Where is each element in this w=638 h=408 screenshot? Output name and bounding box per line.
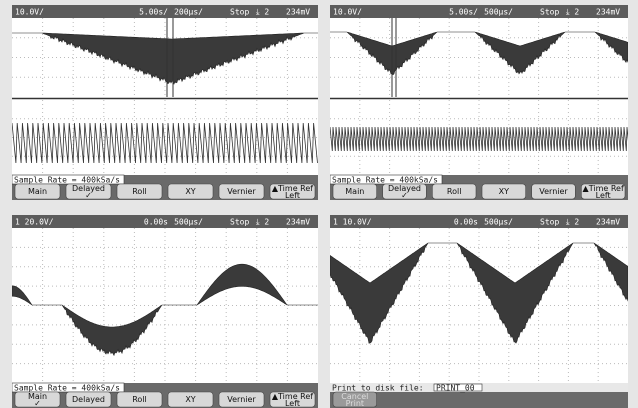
delayed-timebase: 500µs/ (484, 218, 513, 227)
softkey[interactable] (432, 183, 477, 200)
softkey-label: Cancel (341, 392, 368, 401)
softkey-sublabel: Left (285, 399, 300, 408)
main-timebase: 5.00s/ (139, 8, 168, 17)
softkey[interactable] (531, 183, 576, 200)
trigger-source: ⤓ 2 (256, 8, 269, 17)
softkey-sublabel: ✓ (401, 191, 408, 200)
softkey-label: XY (185, 187, 195, 196)
softkey-label: Roll (132, 395, 147, 404)
softkey[interactable] (269, 391, 316, 408)
softkey-sublabel: ✓ (85, 191, 92, 200)
softkey-label: Vernier (539, 187, 568, 196)
waveform (12, 122, 318, 164)
main-timebase: 5.00s/ (449, 8, 478, 17)
softkey-label: ▲Time Ref (272, 392, 313, 401)
softkey-label: Vernier (227, 395, 256, 404)
trigger-level: 234mV (286, 218, 310, 227)
trigger-source: ⤓ 2 (566, 218, 579, 227)
main-timebase: 0.00s (454, 218, 478, 227)
main-timebase: 0.00s (144, 218, 168, 227)
trigger-source: ⤓ 2 (566, 8, 579, 17)
file-name: PRINT_00 (436, 384, 475, 393)
status-bar (12, 5, 318, 18)
message: Sample Rate = 400kSa/s (332, 176, 438, 185)
status-bar (12, 215, 318, 228)
softkey[interactable] (116, 183, 163, 200)
softkey[interactable] (481, 183, 526, 200)
softkey[interactable] (116, 391, 163, 408)
softkey[interactable] (167, 183, 214, 200)
softkey-label: Main (28, 187, 47, 196)
waveform (330, 242, 628, 344)
softkey-label: Vernier (227, 187, 256, 196)
softkey[interactable] (269, 183, 316, 200)
trigger-source: ⤓ 2 (256, 218, 269, 227)
delayed-timebase: 500µs/ (174, 218, 203, 227)
waveform (330, 126, 628, 152)
softkey[interactable] (332, 183, 377, 200)
message: Print to disk file: (332, 384, 424, 393)
run-state: Stop (230, 218, 249, 227)
softkey[interactable] (218, 391, 265, 408)
softkey-label: XY (499, 187, 509, 196)
run-state: Stop (540, 218, 559, 227)
softkey[interactable] (218, 183, 265, 200)
scope-screen: 1 20.0V/0.00s 500µs/Stop ⤓ 2 234mV Sample Ra… (12, 215, 318, 408)
scope-screen: 1 10.0V/0.00s 500µs/Stop ⤓ 2 234mV Print to … (330, 215, 628, 408)
softkey-label: Roll (132, 187, 147, 196)
channel-scale: 1 20.0V/ (15, 218, 54, 227)
softkey-label: XY (185, 395, 195, 404)
softkey-label: Main (28, 392, 47, 401)
softkey-label: Delayed (72, 395, 105, 404)
channel-scale: 1 10.0V/ (333, 218, 372, 227)
delayed-timebase: 200µs/ (174, 8, 203, 17)
softkey[interactable] (65, 183, 112, 200)
trigger-level: 234mV (596, 218, 620, 227)
scope-screen: 10.0V/5.00s/500µs/Stop ⤓ 2 234mV Sample Rat… (330, 5, 628, 200)
softkey[interactable] (65, 391, 112, 408)
trigger-level: 234mV (596, 8, 620, 17)
message: Sample Rate = 400kSa/s (14, 176, 120, 185)
softkey-label: Roll (447, 187, 462, 196)
softkey-sublabel: Print (346, 399, 364, 408)
waveform (12, 263, 318, 357)
status-bar (330, 5, 628, 18)
softkey[interactable] (167, 391, 214, 408)
delayed-timebase: 500µs/ (484, 8, 513, 17)
trigger-level: 234mV (286, 8, 310, 17)
softkey-label: ▲Time Ref (272, 184, 313, 193)
softkey-sublabel: Left (285, 191, 300, 200)
waveform (330, 31, 628, 76)
softkey[interactable] (14, 183, 61, 200)
softkey[interactable] (581, 183, 626, 200)
scope-screen: 10.0V/5.00s/200µs/Stop ⤓ 2 234mV Sample Rat… (12, 5, 318, 200)
softkey-sublabel: Left (596, 191, 611, 200)
softkey-label: Main (345, 187, 364, 196)
file-field (433, 383, 483, 392)
run-state: Stop (230, 8, 249, 17)
softkey[interactable] (382, 183, 427, 200)
status-bar (330, 215, 628, 228)
softkey[interactable] (332, 391, 377, 408)
softkey-label: ▲Time Ref (583, 184, 624, 193)
channel-scale: 10.0V/ (333, 8, 362, 17)
softkey[interactable] (14, 391, 61, 408)
channel-scale: 10.0V/ (15, 8, 44, 17)
run-state: Stop (540, 8, 559, 17)
message: Sample Rate = 400kSa/s (14, 384, 120, 393)
waveform (12, 32, 318, 85)
softkey-sublabel: ✓ (34, 399, 41, 408)
softkey-label: Delayed (388, 184, 421, 193)
softkey-label: Delayed (72, 184, 105, 193)
